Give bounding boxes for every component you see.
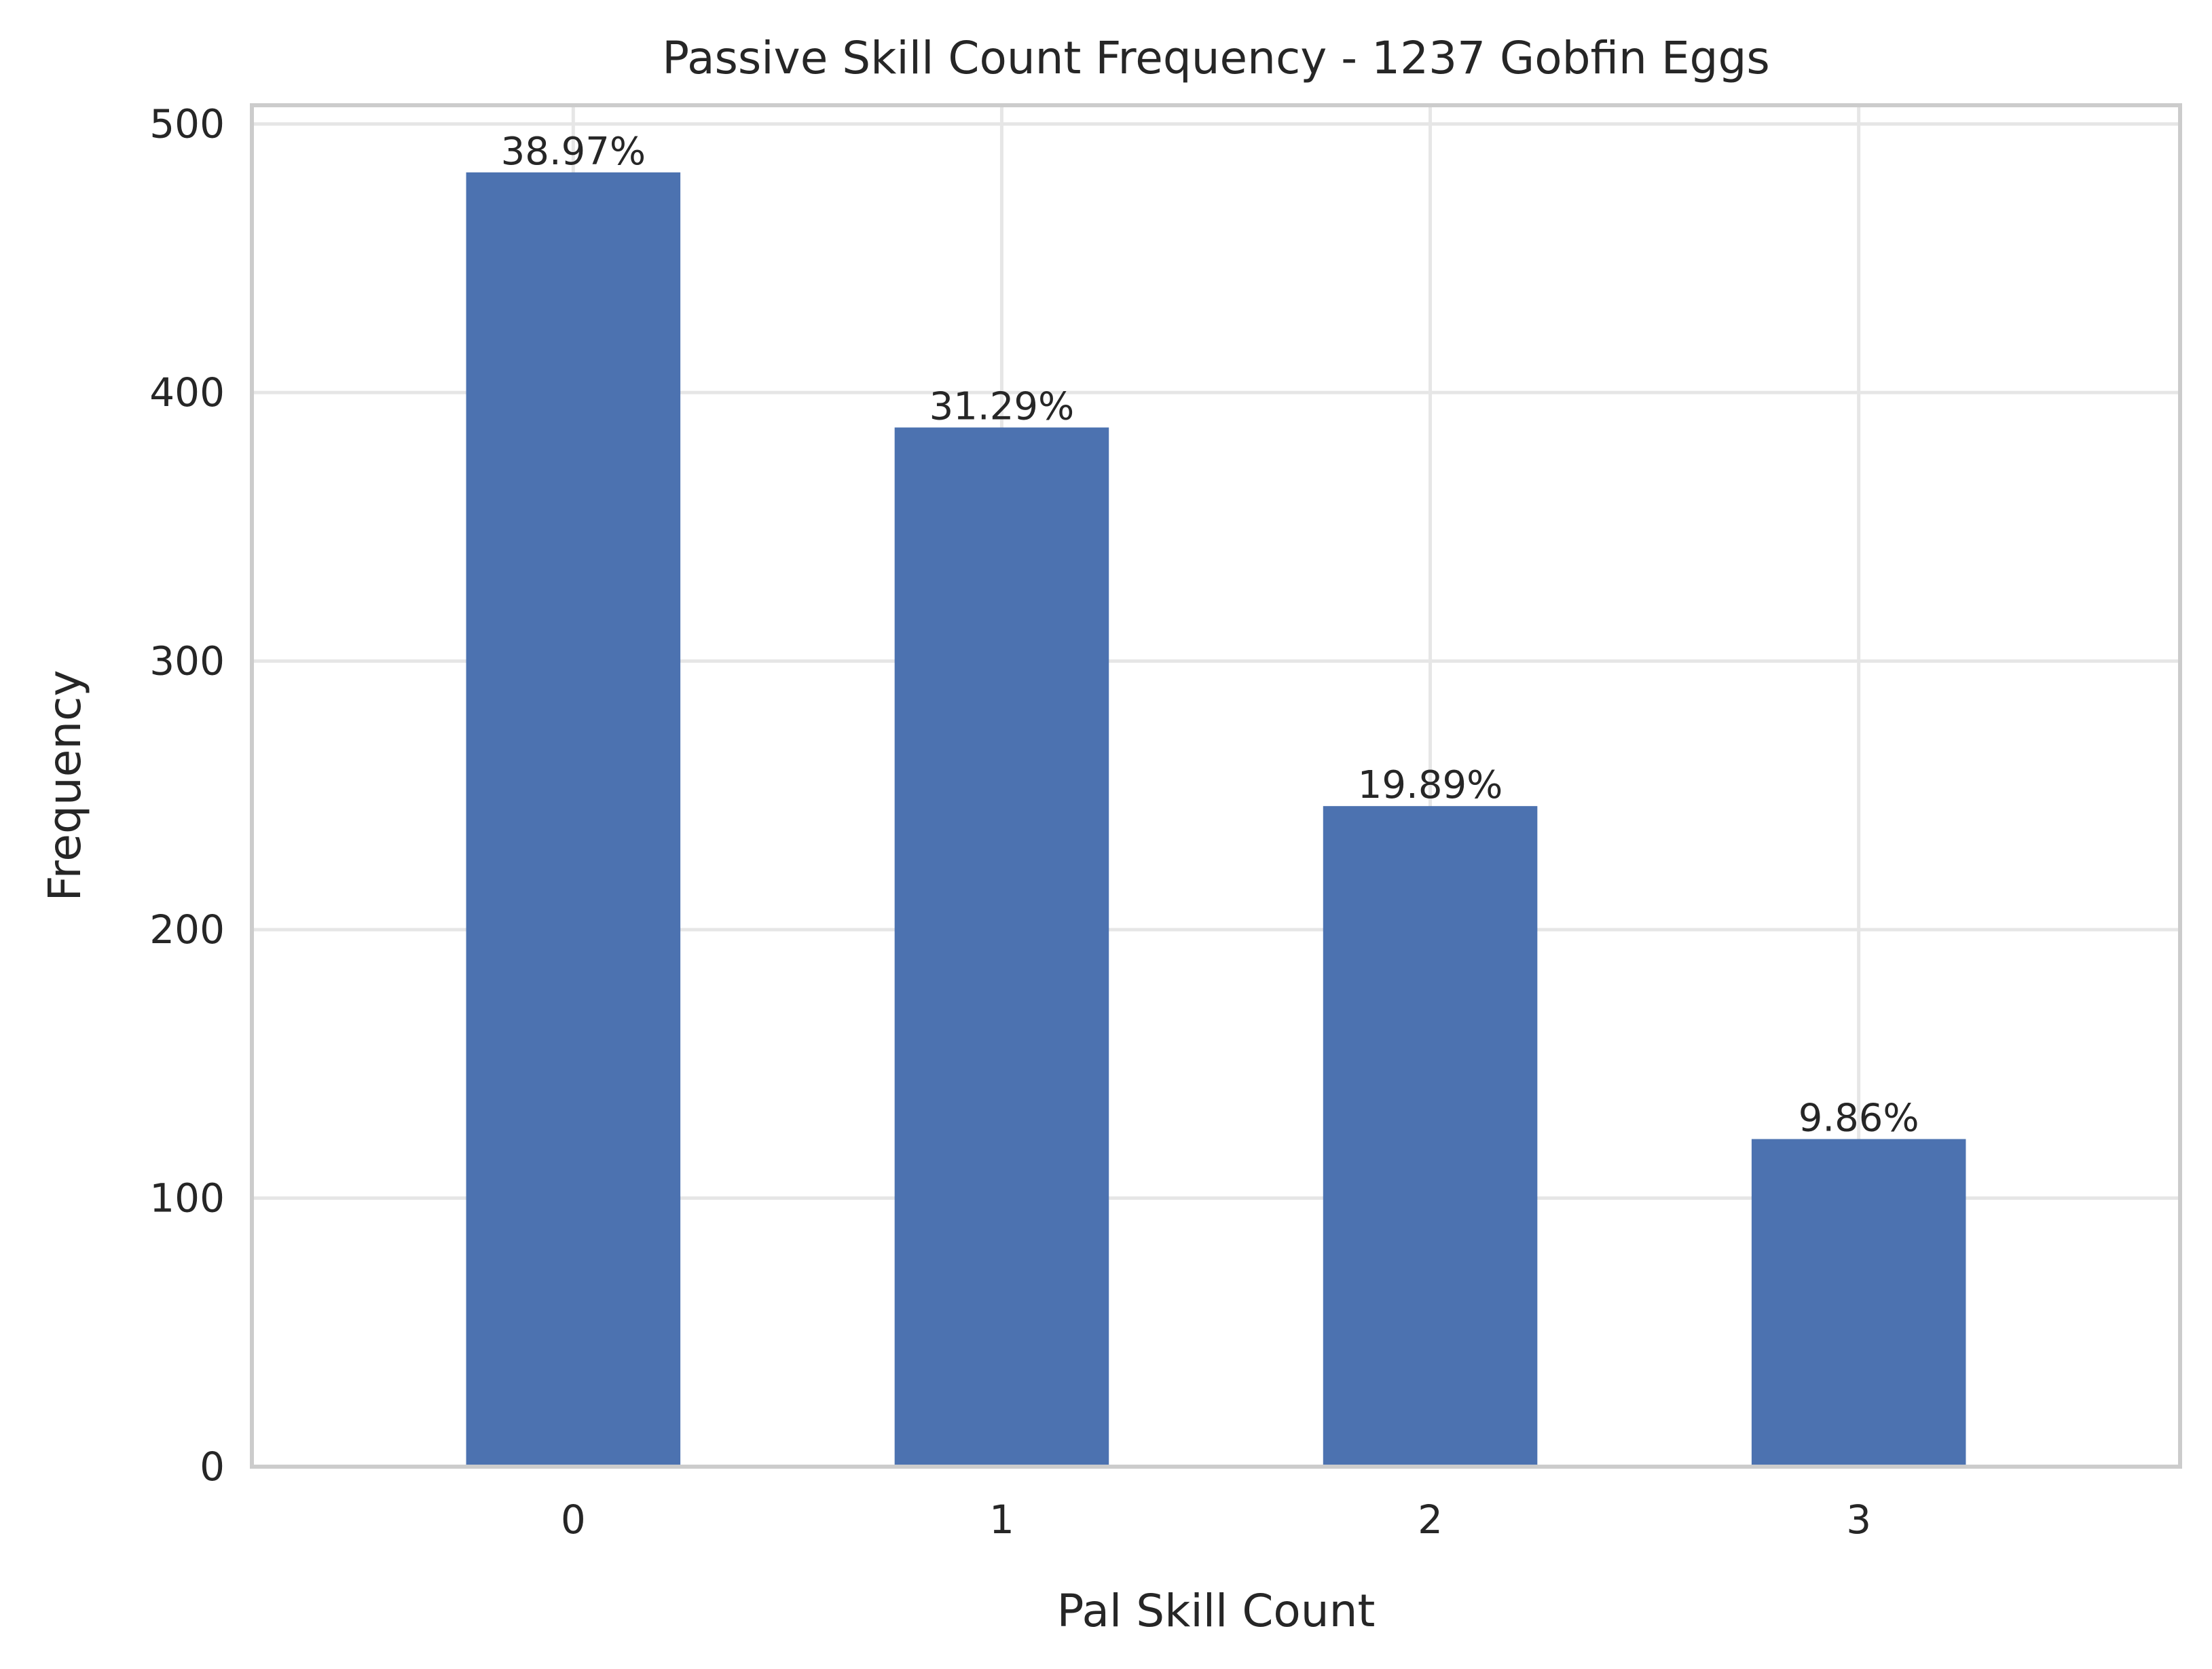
plot-frame bbox=[250, 103, 2182, 1469]
data-label: 38.97% bbox=[501, 130, 646, 174]
y-tick-label: 300 bbox=[149, 638, 225, 684]
y-tick-label: 200 bbox=[149, 906, 225, 953]
x-tick-labels: 0 1 2 3 bbox=[561, 1497, 1871, 1543]
x-tick-label: 2 bbox=[1418, 1497, 1443, 1543]
bars bbox=[466, 172, 1966, 1467]
x-tick-label: 3 bbox=[1846, 1497, 1871, 1543]
bar bbox=[1323, 806, 1538, 1467]
y-tick-label: 500 bbox=[149, 101, 225, 147]
data-label: 19.89% bbox=[1358, 763, 1503, 807]
y-tick-label: 400 bbox=[149, 369, 225, 416]
data-label: 9.86% bbox=[1799, 1097, 1919, 1141]
y-axis-label: Frequency bbox=[39, 670, 91, 902]
x-axis-label: Pal Skill Count bbox=[1057, 1585, 1376, 1637]
data-label: 31.29% bbox=[929, 385, 1075, 429]
x-tick-label: 1 bbox=[989, 1497, 1014, 1543]
y-tick-label: 0 bbox=[200, 1444, 225, 1490]
y-tick-labels: 0 100 200 300 400 500 bbox=[149, 101, 225, 1490]
bar bbox=[894, 427, 1109, 1467]
bar bbox=[466, 172, 681, 1467]
x-tick-label: 0 bbox=[561, 1497, 586, 1543]
chart-title: Passive Skill Count Frequency - 1237 Gob… bbox=[662, 32, 1769, 84]
bar bbox=[1751, 1139, 1966, 1467]
data-labels: 38.97% 31.29% 19.89% 9.86% bbox=[501, 130, 1919, 1141]
y-tick-label: 100 bbox=[149, 1175, 225, 1222]
